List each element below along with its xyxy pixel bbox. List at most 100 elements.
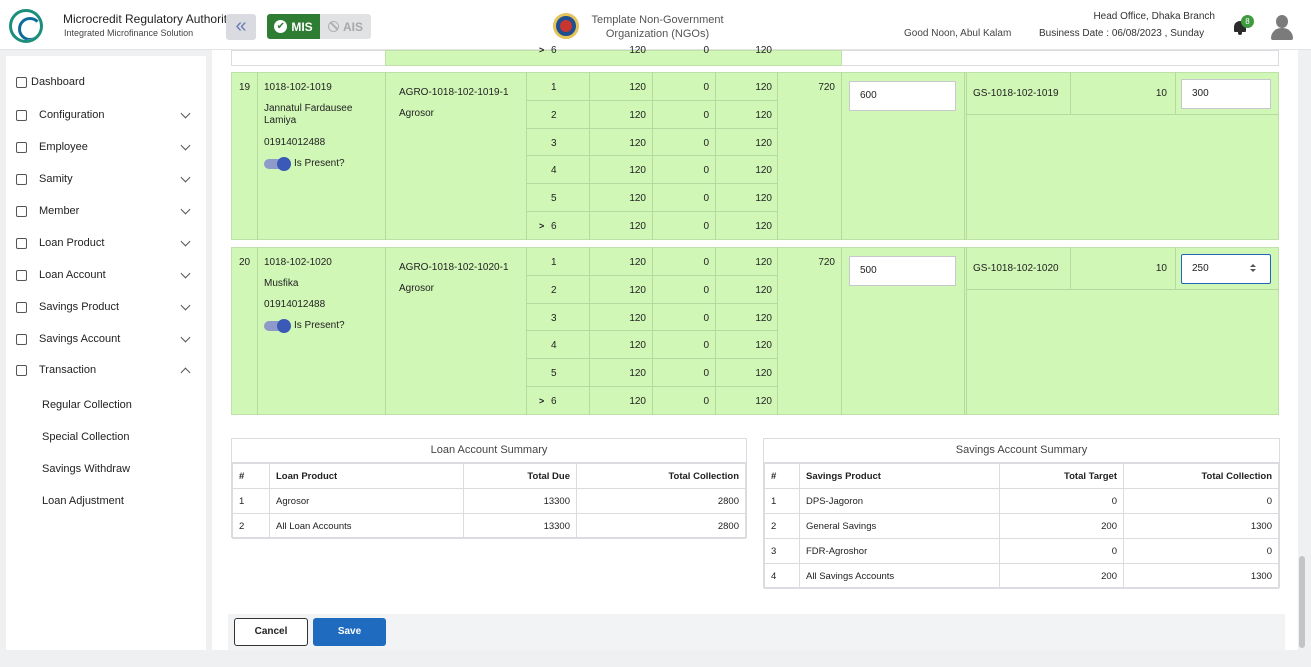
expand-marker[interactable]: > [539, 396, 545, 406]
sidebar-subitem-savings-withdraw[interactable]: Savings Withdraw [42, 463, 131, 475]
row-divider [966, 114, 1279, 115]
loan-collection-input[interactable]: 600 [849, 81, 956, 111]
is-present-toggle[interactable] [264, 319, 291, 333]
installment-no: 5 [551, 193, 557, 204]
installment-amount: 120 [629, 313, 646, 324]
installment-no: 4 [551, 340, 557, 351]
scrollbar-thumb[interactable] [1299, 556, 1305, 648]
expand-marker[interactable]: > [539, 221, 545, 231]
table-cell: 4 [764, 563, 800, 589]
loan-collection-input[interactable]: 500 [849, 256, 956, 286]
serial-no: 19 [239, 82, 251, 93]
member-phone: 01914012488 [264, 137, 326, 148]
branch-name[interactable]: Head Office, Dhaka Branch [1093, 11, 1215, 22]
serial-no: 20 [239, 257, 251, 268]
installment-due: 120 [755, 45, 772, 56]
bell-icon[interactable] [1233, 20, 1247, 35]
sidebar-item-loan-account[interactable]: Loan Account [6, 262, 206, 288]
savings-target: 10 [1155, 88, 1167, 99]
table-cell: 2800 [576, 488, 746, 514]
installment-due: 120 [755, 82, 772, 93]
table-cell: 0 [999, 538, 1124, 564]
installment-paid: 0 [703, 313, 709, 324]
sidebar-item-loan-product[interactable]: Loan Product [6, 230, 206, 256]
chevron-down-icon [180, 236, 191, 246]
sidebar-item-transaction[interactable]: Transaction [6, 357, 206, 383]
sliders-icon [16, 109, 27, 121]
sidebar-item-samity[interactable]: Samity [6, 166, 206, 192]
installment-no: 3 [551, 313, 557, 324]
loan-account-summary: Loan Account Summary # Loan Product Tota… [231, 438, 747, 539]
installment-amount: 120 [629, 110, 646, 121]
column-divider [385, 247, 386, 415]
column-divider [652, 247, 653, 415]
row-divider [526, 211, 777, 212]
table-cell: 1300 [1123, 513, 1279, 539]
table-cell: 2800 [576, 513, 746, 539]
installment-amount: 120 [629, 82, 646, 93]
previous-installment-row [385, 50, 842, 66]
table-cell: 1 [764, 488, 800, 514]
column-divider [1175, 72, 1176, 114]
top-header: Microcredit Regulatory Authority Integra… [0, 0, 1311, 50]
group-icon [16, 173, 27, 185]
sidebar-subitem-loan-adjustment[interactable]: Loan Adjustment [42, 495, 124, 507]
installment-paid: 0 [703, 165, 709, 176]
savings-account-no: GS-1018-102-1019 [973, 88, 1059, 99]
sidebar-item-label: Configuration [39, 109, 105, 121]
column-divider [964, 247, 965, 415]
sidebar: Dashboard Configuration Employee Samity … [6, 56, 206, 650]
column-divider [526, 247, 527, 415]
installment-amount: 120 [629, 368, 646, 379]
user-avatar[interactable] [1269, 15, 1295, 41]
sidebar-subitem-regular-collection[interactable]: Regular Collection [42, 399, 132, 411]
installment-due: 120 [755, 396, 772, 407]
sidebar-item-label: Transaction [39, 364, 97, 376]
mra-logo [9, 9, 43, 43]
installment-due: 120 [755, 138, 772, 149]
installment-paid: 0 [703, 193, 709, 204]
installment-no: 6 [551, 221, 557, 232]
template-name: Template Non-Government Organization (NG… [591, 14, 724, 40]
member-code: 1018-102-1020 [264, 257, 332, 268]
sidebar-item-label: Loan Product [39, 237, 105, 249]
page-scrollbar[interactable] [1298, 50, 1306, 650]
installment-paid: 0 [703, 340, 709, 351]
mis-button[interactable]: ✔ MIS [267, 14, 320, 39]
sidebar-item-dashboard[interactable]: Dashboard [6, 69, 206, 95]
sidebar-item-employee[interactable]: Employee [6, 134, 206, 160]
sidebar-subitem-special-collection[interactable]: Special Collection [42, 431, 130, 443]
ais-button[interactable]: AIS [320, 14, 371, 39]
chevron-down-icon [180, 332, 191, 342]
cancel-button[interactable]: Cancel [234, 618, 308, 646]
table-header-row: # Savings Product Total Target Total Col… [764, 463, 1279, 489]
column-divider [715, 72, 716, 240]
collapse-sidebar-button[interactable]: « [226, 14, 256, 40]
sidebar-item-savings-product[interactable]: Savings Product [6, 294, 206, 320]
chevron-down-icon [180, 268, 191, 278]
column-divider [964, 72, 965, 240]
installment-due: 120 [755, 313, 772, 324]
is-present-toggle[interactable] [264, 157, 291, 171]
table-cell: 1 [232, 488, 270, 514]
savings-collection-input[interactable]: 300 [1181, 79, 1271, 109]
column-divider [777, 247, 778, 415]
col-header: Total Collection [1123, 463, 1279, 489]
row-divider [526, 303, 777, 304]
column-divider [966, 72, 967, 240]
table-header-row: # Loan Product Total Due Total Collectio… [232, 463, 746, 489]
sidebar-item-savings-account[interactable]: Savings Account [6, 326, 206, 352]
installment-paid: 0 [703, 221, 709, 232]
spinner-icon[interactable] [1250, 264, 1256, 272]
sidebar-item-member[interactable]: Member [6, 198, 206, 224]
system-switch: ✔ MIS AIS [267, 14, 371, 39]
column-divider [1070, 72, 1071, 114]
sidebar-item-configuration[interactable]: Configuration [6, 102, 206, 128]
table-cell: General Savings [799, 513, 1000, 539]
installment-due: 120 [755, 257, 772, 268]
col-header: Total Collection [576, 463, 746, 489]
installment-amount: 120 [629, 396, 646, 407]
document-icon [16, 237, 27, 249]
savings-collection-input[interactable]: 250 [1181, 254, 1271, 284]
save-button[interactable]: Save [313, 618, 386, 646]
